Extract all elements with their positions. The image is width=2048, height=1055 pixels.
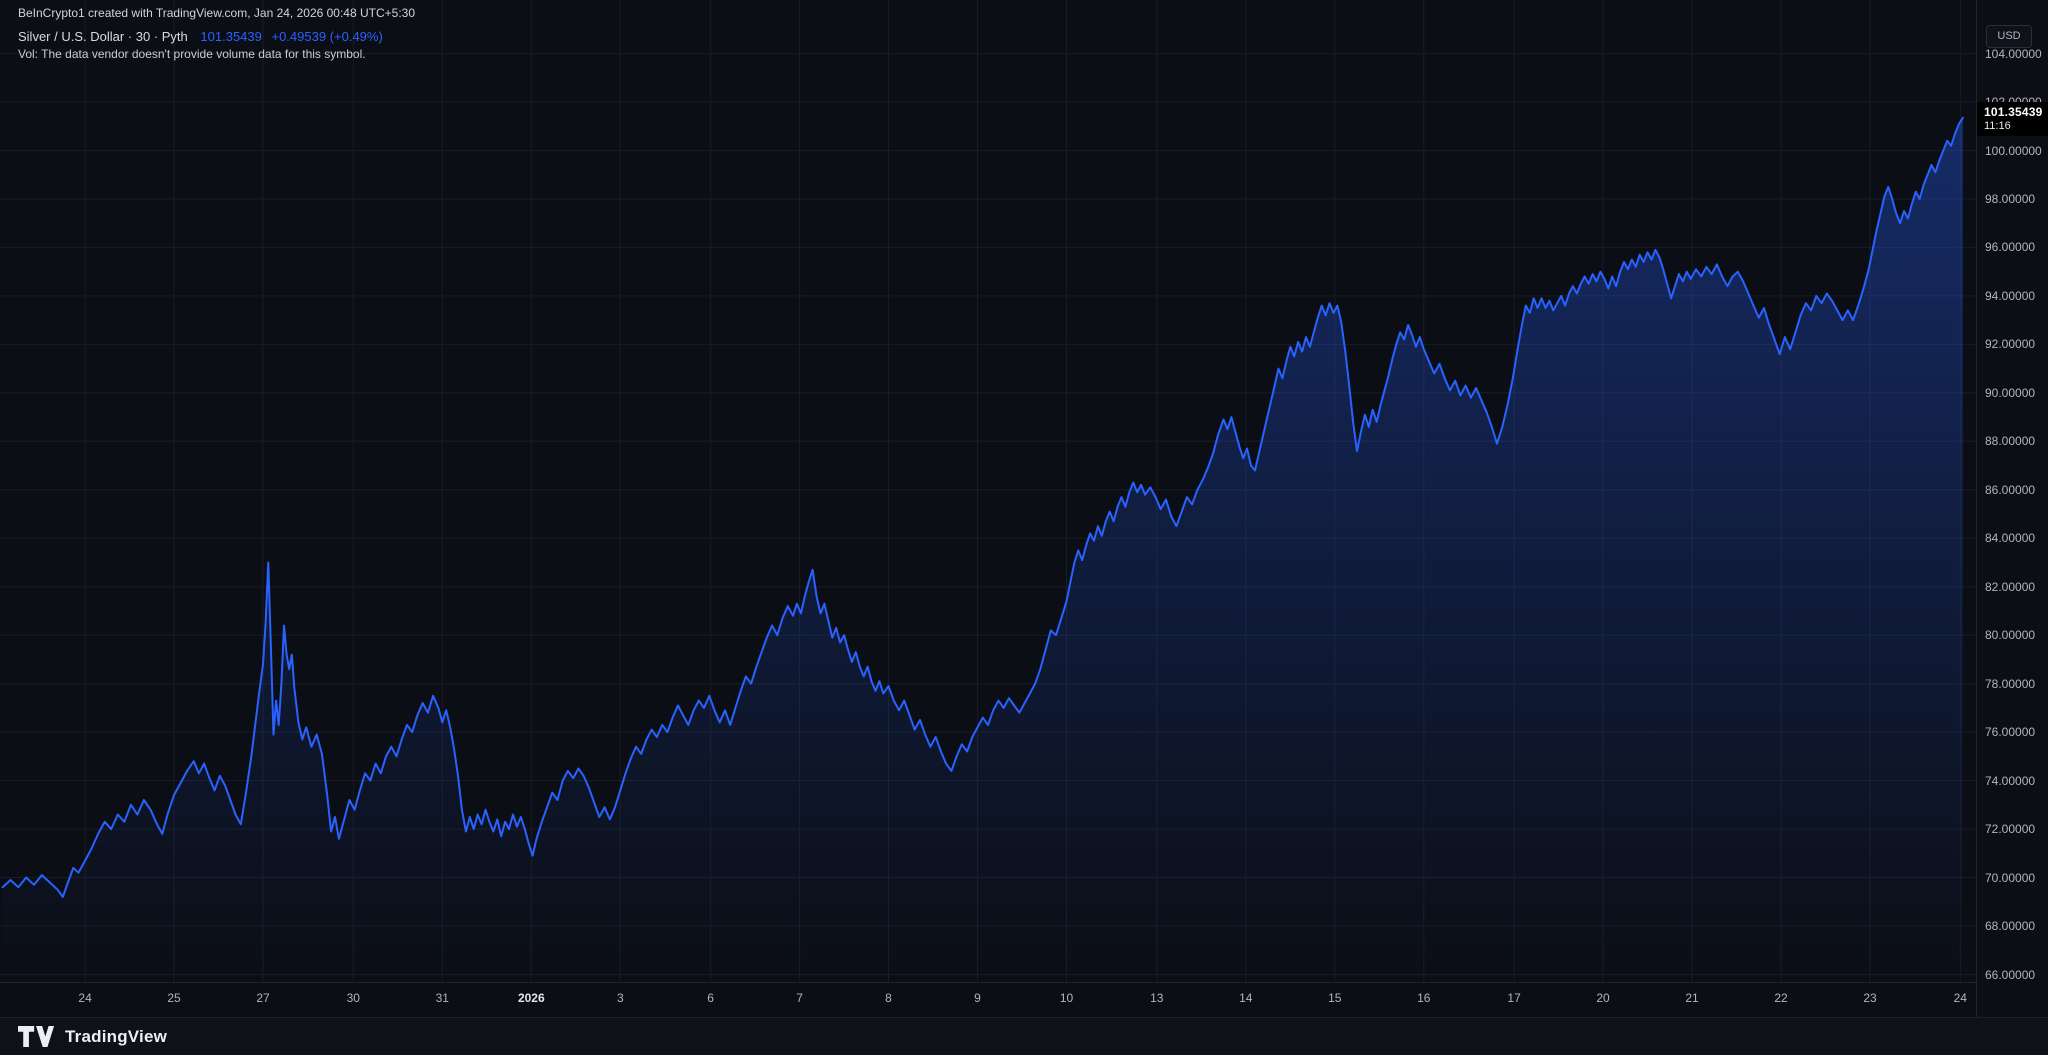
price-tick-label: 78.00000 <box>1985 676 2036 691</box>
time-tick-label: 16 <box>1417 991 1431 1005</box>
time-tick-label: 8 <box>885 991 892 1005</box>
bar-countdown: 11:16 <box>1984 119 2011 132</box>
time-tick-label: 27 <box>256 991 270 1005</box>
last-price-label: 101.35439 <box>1984 104 2043 119</box>
chart-plot-area[interactable]: BeInCrypto1 created with TradingView.com… <box>0 0 1976 982</box>
price-tick-label: 74.00000 <box>1985 773 2036 788</box>
bottom-toolbar: TradingView <box>0 1017 2048 1055</box>
time-tick-label: 13 <box>1150 991 1164 1005</box>
tradingview-logo-icon <box>18 1026 55 1047</box>
price-tick-label: 98.00000 <box>1985 192 2036 206</box>
time-tick-label: 14 <box>1239 991 1253 1005</box>
price-tick-label: 66.00000 <box>1985 967 2036 982</box>
time-tick-label: 3 <box>616 991 624 1005</box>
time-tick-label: 23 <box>1863 991 1877 1005</box>
price-tick-label: 76.00000 <box>1985 725 2036 740</box>
area-fill <box>2 117 1963 982</box>
last-price-badge: 101.35439 11:16 <box>1977 101 2048 136</box>
price-tick-label: 72.00000 <box>1985 822 2036 837</box>
time-tick-label: 2026 <box>517 991 545 1005</box>
price-chart[interactable] <box>0 0 1976 982</box>
price-tick-label: 94.00000 <box>1985 288 2036 303</box>
time-tick-label: 31 <box>435 991 449 1005</box>
time-tick-label: 9 <box>974 991 981 1005</box>
tradingview-logo[interactable]: TradingView <box>18 1026 167 1047</box>
time-axis[interactable]: 24 25 27 30 31 2026 3 6 7 8 9 10 13 14 15 16 17 20 21 22 23 2… <box>0 982 1976 1017</box>
time-tick-label: 24 <box>1953 991 1967 1005</box>
price-tick-label: 88.00000 <box>1985 434 2036 449</box>
price-tick-label: 92.00000 <box>1985 337 2036 352</box>
price-tick-label: 90.00000 <box>1985 385 2036 400</box>
price-tick-label: 70.00000 <box>1985 870 2036 885</box>
time-tick-label: 20 <box>1596 991 1610 1005</box>
time-tick-label: 21 <box>1685 991 1699 1005</box>
time-tick-label: 6 <box>707 991 714 1005</box>
price-axis[interactable]: USD 104.00000102.00000100.0000098.000009… <box>1976 0 2048 1017</box>
price-tick-label: 82.00000 <box>1985 579 2036 594</box>
price-tick-label: 96.00000 <box>1985 240 2036 255</box>
time-tick-label: 22 <box>1774 991 1788 1005</box>
time-tick-label: 10 <box>1059 991 1074 1005</box>
time-tick-label: 24 <box>78 991 92 1005</box>
price-tick-label: 80.00000 <box>1985 628 2036 643</box>
time-tick-label: 25 <box>167 991 181 1005</box>
price-tick-label: 104.00000 <box>1985 46 2042 61</box>
price-tick-label: 100.00000 <box>1985 143 2042 158</box>
price-tick-label: 86.00000 <box>1985 482 2036 497</box>
time-tick-label: 7 <box>796 991 803 1005</box>
price-tick-label: 68.00000 <box>1985 919 2036 933</box>
tradingview-brand-text: TradingView <box>65 1026 168 1046</box>
price-tick-label: 84.00000 <box>1985 531 2036 546</box>
time-tick-label: 17 <box>1507 991 1521 1005</box>
price-line <box>1 116 1964 898</box>
time-tick-label: 30 <box>346 991 360 1005</box>
time-tick-label: 15 <box>1328 991 1342 1005</box>
currency-badge[interactable]: USD <box>1986 25 2032 48</box>
